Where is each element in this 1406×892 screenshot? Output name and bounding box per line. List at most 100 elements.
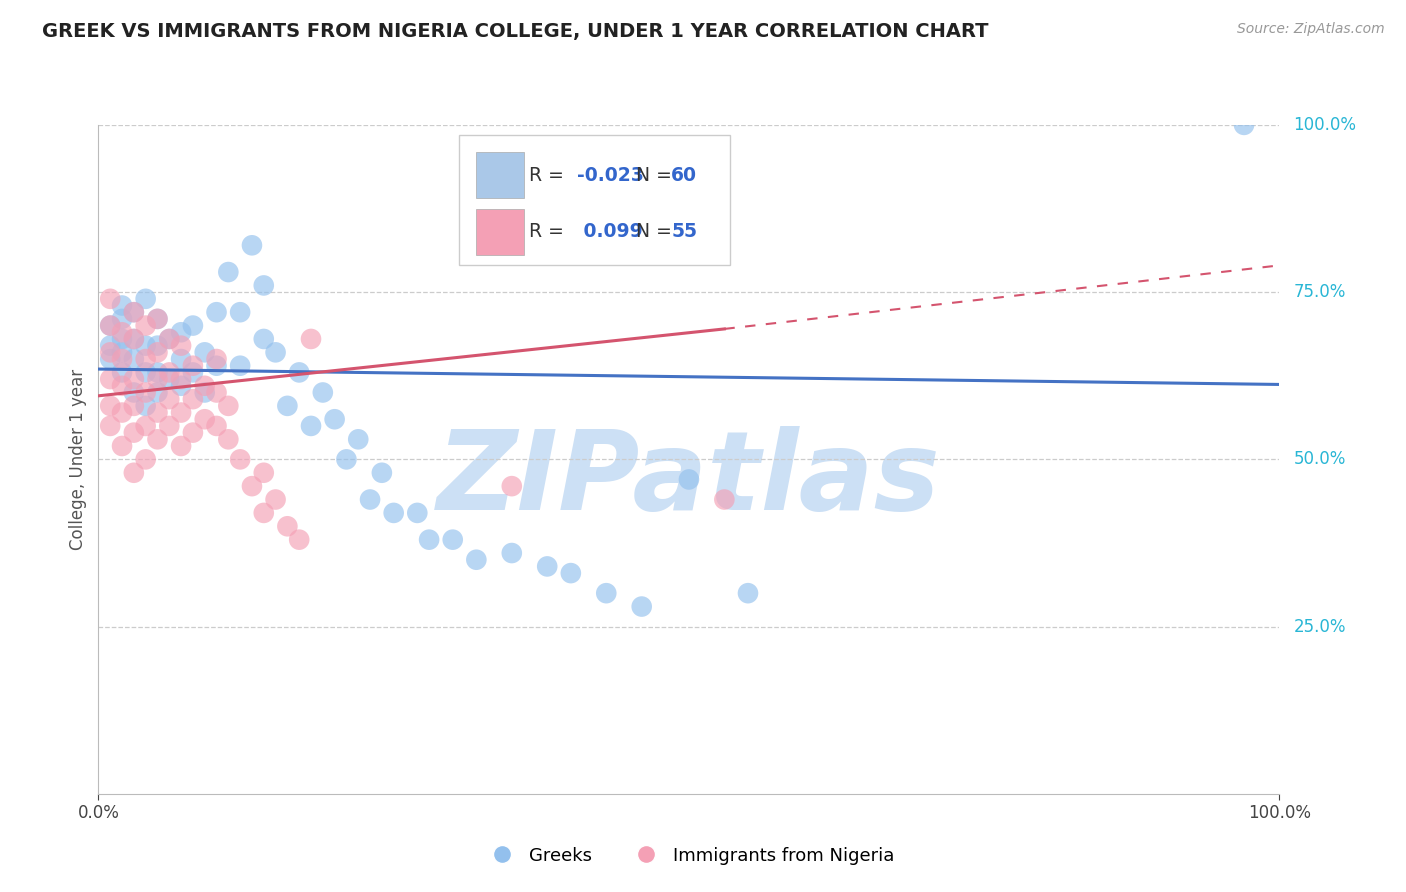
Point (418, 533, 440, 547)
Point (253, 278, 276, 293)
Point (135, 338, 157, 352)
Text: ZIPatlas: ZIPatlas (437, 426, 941, 533)
Point (146, 366, 169, 380)
Point (98, 345, 121, 359)
Point (359, 492, 381, 507)
Text: 55: 55 (671, 222, 697, 242)
Point (205, 359, 228, 373)
Point (135, 351, 157, 366)
Point (98, 318, 121, 333)
Point (111, 439, 134, 453)
Point (122, 351, 145, 366)
Point (501, 479, 523, 493)
Point (170, 351, 193, 366)
Point (170, 326, 193, 340)
Point (111, 366, 134, 380)
Point (205, 385, 228, 400)
Point (111, 405, 134, 420)
Point (217, 433, 239, 447)
Text: 50.0%: 50.0% (1294, 450, 1346, 468)
Point (181, 318, 204, 333)
Point (135, 292, 157, 306)
Point (170, 338, 193, 352)
Point (194, 378, 217, 392)
Point (181, 425, 204, 440)
Point (205, 305, 228, 319)
Point (111, 345, 134, 359)
Point (205, 351, 228, 366)
Point (229, 359, 252, 373)
Point (98, 372, 121, 386)
Point (217, 265, 239, 279)
Point (713, 492, 735, 507)
Point (181, 359, 204, 373)
Point (157, 418, 180, 433)
Text: N =: N = (636, 222, 672, 242)
Point (122, 305, 145, 319)
Point (146, 385, 169, 400)
Point (560, 566, 582, 581)
Point (264, 492, 287, 507)
Point (501, 546, 523, 560)
Point (205, 418, 228, 433)
Point (276, 519, 298, 533)
Point (146, 345, 169, 359)
Point (157, 372, 180, 386)
Point (288, 366, 311, 380)
Point (382, 506, 405, 520)
Text: 25.0%: 25.0% (1294, 617, 1346, 636)
Point (737, 586, 759, 600)
Text: R =: R = (530, 222, 564, 242)
Point (135, 452, 157, 467)
Text: Source: ZipAtlas.com: Source: ZipAtlas.com (1237, 22, 1385, 37)
Point (170, 372, 193, 386)
Point (170, 439, 193, 453)
Legend: Greeks, Immigrants from Nigeria: Greeks, Immigrants from Nigeria (477, 839, 901, 871)
Point (122, 425, 145, 440)
Point (122, 372, 145, 386)
Point (146, 338, 169, 352)
Point (170, 378, 193, 392)
Point (181, 366, 204, 380)
Point (111, 332, 134, 346)
Point (135, 385, 157, 400)
Point (441, 533, 464, 547)
Point (630, 599, 652, 614)
Point (98, 292, 121, 306)
Point (229, 305, 252, 319)
Point (122, 399, 145, 413)
Point (157, 366, 180, 380)
Point (135, 366, 157, 380)
Point (194, 345, 217, 359)
Text: 0.099: 0.099 (576, 222, 643, 242)
Point (111, 312, 134, 326)
Point (111, 351, 134, 366)
Point (194, 385, 217, 400)
Point (122, 332, 145, 346)
Text: 60: 60 (671, 166, 697, 185)
Point (678, 473, 700, 487)
Point (122, 305, 145, 319)
Point (146, 312, 169, 326)
Point (299, 332, 322, 346)
Point (98, 338, 121, 352)
Point (299, 418, 322, 433)
Point (1233, 118, 1256, 132)
Point (240, 479, 263, 493)
Point (146, 433, 169, 447)
Point (146, 405, 169, 420)
Point (157, 332, 180, 346)
Text: -0.023: -0.023 (576, 166, 644, 185)
Point (135, 399, 157, 413)
Point (264, 345, 287, 359)
Point (122, 332, 145, 346)
FancyBboxPatch shape (458, 135, 730, 266)
Point (181, 392, 204, 407)
Point (135, 318, 157, 333)
Y-axis label: College, Under 1 year: College, Under 1 year (69, 368, 87, 550)
Point (122, 466, 145, 480)
FancyBboxPatch shape (477, 152, 523, 199)
Point (276, 399, 298, 413)
Point (253, 466, 276, 480)
Point (253, 332, 276, 346)
